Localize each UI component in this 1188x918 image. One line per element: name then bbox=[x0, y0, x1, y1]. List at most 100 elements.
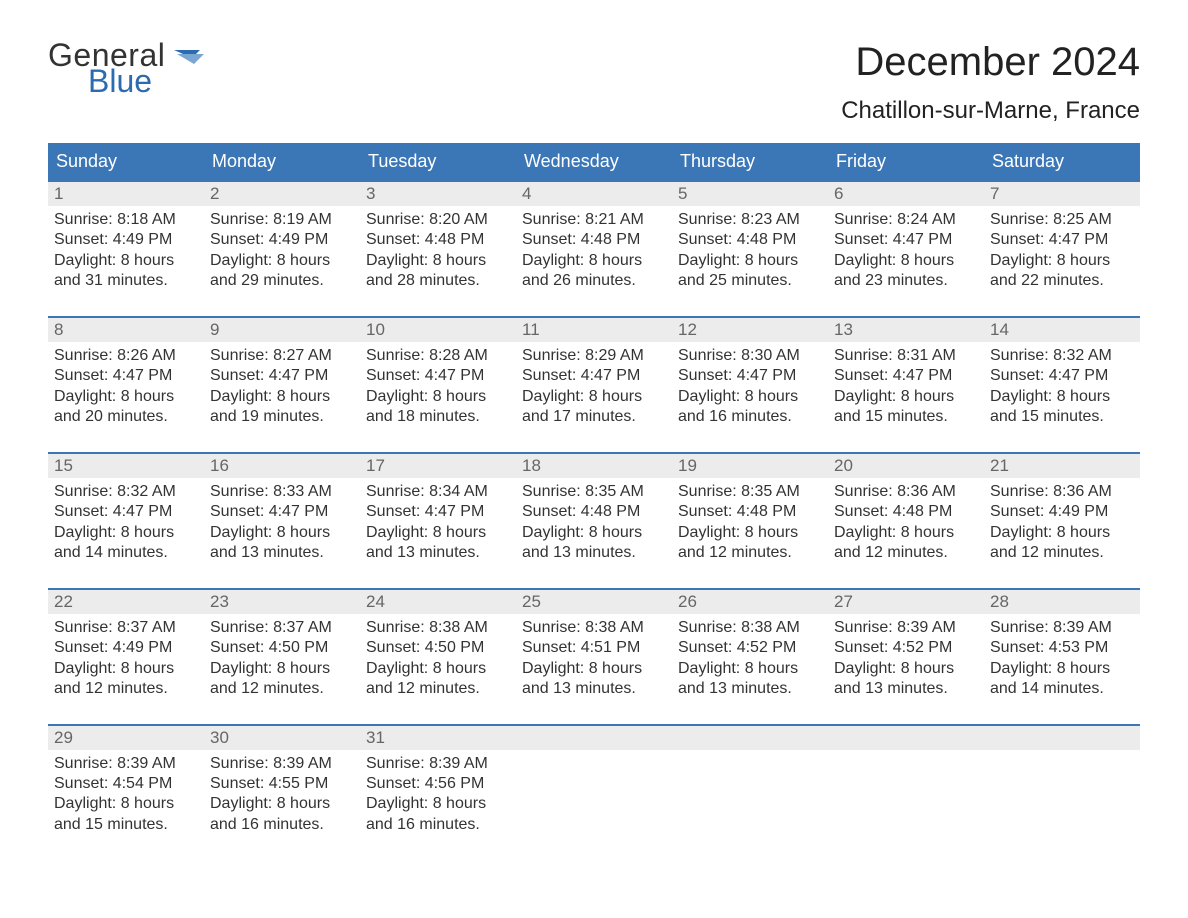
daylight-text-2: and 16 minutes. bbox=[366, 815, 510, 835]
daylight-text-1: Daylight: 8 hours bbox=[366, 794, 510, 814]
day-number: 17 bbox=[360, 454, 516, 478]
day-number: 24 bbox=[360, 590, 516, 614]
day-body: Sunrise: 8:30 AMSunset: 4:47 PMDaylight:… bbox=[672, 342, 828, 434]
sunset-text: Sunset: 4:49 PM bbox=[210, 230, 354, 250]
day-number: 5 bbox=[672, 182, 828, 206]
day-number: 22 bbox=[48, 590, 204, 614]
sunrise-text: Sunrise: 8:33 AM bbox=[210, 482, 354, 502]
daylight-text-1: Daylight: 8 hours bbox=[678, 387, 822, 407]
day-body: Sunrise: 8:25 AMSunset: 4:47 PMDaylight:… bbox=[984, 206, 1140, 298]
day-number: 20 bbox=[828, 454, 984, 478]
day-number: 29 bbox=[48, 726, 204, 750]
daylight-text-1: Daylight: 8 hours bbox=[834, 387, 978, 407]
day-cell: 31Sunrise: 8:39 AMSunset: 4:56 PMDayligh… bbox=[360, 726, 516, 842]
day-number: 3 bbox=[360, 182, 516, 206]
sunset-text: Sunset: 4:47 PM bbox=[834, 230, 978, 250]
sunrise-text: Sunrise: 8:39 AM bbox=[210, 754, 354, 774]
day-body: Sunrise: 8:32 AMSunset: 4:47 PMDaylight:… bbox=[984, 342, 1140, 434]
daylight-text-2: and 12 minutes. bbox=[366, 679, 510, 699]
sunrise-text: Sunrise: 8:39 AM bbox=[54, 754, 198, 774]
day-cell: 29Sunrise: 8:39 AMSunset: 4:54 PMDayligh… bbox=[48, 726, 204, 842]
sunrise-text: Sunrise: 8:21 AM bbox=[522, 210, 666, 230]
daylight-text-2: and 12 minutes. bbox=[990, 543, 1134, 563]
daylight-text-2: and 31 minutes. bbox=[54, 271, 198, 291]
daylight-text-2: and 12 minutes. bbox=[54, 679, 198, 699]
daylight-text-2: and 13 minutes. bbox=[522, 679, 666, 699]
sunset-text: Sunset: 4:55 PM bbox=[210, 774, 354, 794]
brand-logo: General Blue bbox=[48, 40, 204, 97]
day-number: 6 bbox=[828, 182, 984, 206]
day-header: Friday bbox=[828, 143, 984, 180]
day-number: 25 bbox=[516, 590, 672, 614]
day-cell: 23Sunrise: 8:37 AMSunset: 4:50 PMDayligh… bbox=[204, 590, 360, 706]
day-cell: 30Sunrise: 8:39 AMSunset: 4:55 PMDayligh… bbox=[204, 726, 360, 842]
sunrise-text: Sunrise: 8:32 AM bbox=[54, 482, 198, 502]
week-spacer bbox=[48, 434, 1140, 452]
day-number: 4 bbox=[516, 182, 672, 206]
location-text: Chatillon-sur-Marne, France bbox=[841, 97, 1140, 125]
day-cell: 26Sunrise: 8:38 AMSunset: 4:52 PMDayligh… bbox=[672, 590, 828, 706]
month-title: December 2024 bbox=[841, 40, 1140, 85]
sunset-text: Sunset: 4:48 PM bbox=[834, 502, 978, 522]
sunrise-text: Sunrise: 8:20 AM bbox=[366, 210, 510, 230]
daylight-text-2: and 13 minutes. bbox=[678, 679, 822, 699]
day-number: 21 bbox=[984, 454, 1140, 478]
daylight-text-2: and 28 minutes. bbox=[366, 271, 510, 291]
day-body bbox=[984, 750, 1140, 760]
day-cell: 10Sunrise: 8:28 AMSunset: 4:47 PMDayligh… bbox=[360, 318, 516, 434]
sunrise-text: Sunrise: 8:26 AM bbox=[54, 346, 198, 366]
sunset-text: Sunset: 4:47 PM bbox=[678, 366, 822, 386]
day-cell: 25Sunrise: 8:38 AMSunset: 4:51 PMDayligh… bbox=[516, 590, 672, 706]
sunset-text: Sunset: 4:50 PM bbox=[210, 638, 354, 658]
daylight-text-1: Daylight: 8 hours bbox=[210, 387, 354, 407]
day-number bbox=[672, 726, 828, 750]
daylight-text-1: Daylight: 8 hours bbox=[210, 523, 354, 543]
day-cell: 3Sunrise: 8:20 AMSunset: 4:48 PMDaylight… bbox=[360, 182, 516, 298]
sunset-text: Sunset: 4:48 PM bbox=[678, 502, 822, 522]
day-number: 28 bbox=[984, 590, 1140, 614]
day-body: Sunrise: 8:37 AMSunset: 4:49 PMDaylight:… bbox=[48, 614, 204, 706]
daylight-text-1: Daylight: 8 hours bbox=[54, 387, 198, 407]
sunset-text: Sunset: 4:48 PM bbox=[366, 230, 510, 250]
day-header: Wednesday bbox=[516, 143, 672, 180]
daylight-text-2: and 18 minutes. bbox=[366, 407, 510, 427]
sunset-text: Sunset: 4:52 PM bbox=[678, 638, 822, 658]
day-cell: 18Sunrise: 8:35 AMSunset: 4:48 PMDayligh… bbox=[516, 454, 672, 570]
sunset-text: Sunset: 4:48 PM bbox=[678, 230, 822, 250]
sunset-text: Sunset: 4:49 PM bbox=[990, 502, 1134, 522]
sunset-text: Sunset: 4:47 PM bbox=[210, 366, 354, 386]
day-body: Sunrise: 8:39 AMSunset: 4:55 PMDaylight:… bbox=[204, 750, 360, 842]
day-body: Sunrise: 8:35 AMSunset: 4:48 PMDaylight:… bbox=[516, 478, 672, 570]
daylight-text-1: Daylight: 8 hours bbox=[990, 523, 1134, 543]
day-cell: 17Sunrise: 8:34 AMSunset: 4:47 PMDayligh… bbox=[360, 454, 516, 570]
daylight-text-1: Daylight: 8 hours bbox=[210, 251, 354, 271]
day-header: Monday bbox=[204, 143, 360, 180]
daylight-text-1: Daylight: 8 hours bbox=[210, 794, 354, 814]
day-body: Sunrise: 8:26 AMSunset: 4:47 PMDaylight:… bbox=[48, 342, 204, 434]
day-body: Sunrise: 8:29 AMSunset: 4:47 PMDaylight:… bbox=[516, 342, 672, 434]
day-number: 15 bbox=[48, 454, 204, 478]
week-row: 15Sunrise: 8:32 AMSunset: 4:47 PMDayligh… bbox=[48, 452, 1140, 570]
sunrise-text: Sunrise: 8:37 AM bbox=[54, 618, 198, 638]
daylight-text-1: Daylight: 8 hours bbox=[366, 387, 510, 407]
daylight-text-1: Daylight: 8 hours bbox=[834, 659, 978, 679]
sunset-text: Sunset: 4:47 PM bbox=[990, 230, 1134, 250]
day-number: 18 bbox=[516, 454, 672, 478]
sunset-text: Sunset: 4:51 PM bbox=[522, 638, 666, 658]
sunrise-text: Sunrise: 8:36 AM bbox=[990, 482, 1134, 502]
day-body: Sunrise: 8:39 AMSunset: 4:56 PMDaylight:… bbox=[360, 750, 516, 842]
day-number: 2 bbox=[204, 182, 360, 206]
sunrise-text: Sunrise: 8:30 AM bbox=[678, 346, 822, 366]
day-cell: 24Sunrise: 8:38 AMSunset: 4:50 PMDayligh… bbox=[360, 590, 516, 706]
day-number: 23 bbox=[204, 590, 360, 614]
sunset-text: Sunset: 4:48 PM bbox=[522, 502, 666, 522]
day-body bbox=[516, 750, 672, 760]
daylight-text-2: and 16 minutes. bbox=[210, 815, 354, 835]
day-body: Sunrise: 8:23 AMSunset: 4:48 PMDaylight:… bbox=[672, 206, 828, 298]
sunset-text: Sunset: 4:54 PM bbox=[54, 774, 198, 794]
day-cell: 13Sunrise: 8:31 AMSunset: 4:47 PMDayligh… bbox=[828, 318, 984, 434]
day-cell: 22Sunrise: 8:37 AMSunset: 4:49 PMDayligh… bbox=[48, 590, 204, 706]
day-cell bbox=[516, 726, 672, 842]
sunset-text: Sunset: 4:53 PM bbox=[990, 638, 1134, 658]
day-number: 1 bbox=[48, 182, 204, 206]
